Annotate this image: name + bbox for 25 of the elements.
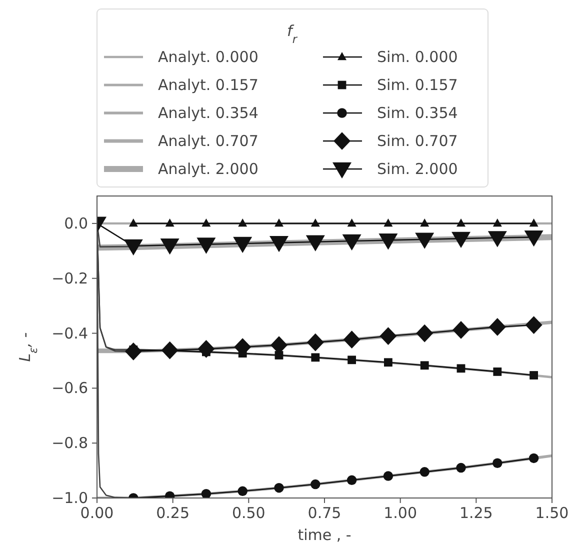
legend-label: Analyt. 0.157 <box>158 76 258 94</box>
y-tick-label: −0.6 <box>52 379 88 398</box>
legend-label: Sim. 0.354 <box>377 104 458 122</box>
legend-label: Analyt. 0.354 <box>158 104 258 122</box>
x-tick-label: 1.50 <box>535 504 569 522</box>
legend-label: Analyt. 0.000 <box>158 48 258 66</box>
x-tick-label: 0.25 <box>156 504 190 522</box>
x-tick-label: 1.00 <box>384 504 418 522</box>
legend-label: Sim. 2.000 <box>377 160 458 178</box>
legend-label: Sim. 0.157 <box>377 76 458 94</box>
legend-label: Analyt. 0.707 <box>158 132 258 150</box>
x-tick-label: 0.75 <box>308 504 342 522</box>
legend-label: Sim. 0.707 <box>377 132 458 150</box>
y-tick-label: −0.8 <box>52 434 88 452</box>
x-axis-title: time , - <box>298 526 352 544</box>
x-tick-label: 0.00 <box>80 504 114 522</box>
x-tick-label: 0.50 <box>232 504 266 522</box>
y-tick-label: −0.2 <box>52 269 88 288</box>
legend-title: f$_{r}$ <box>287 22 298 46</box>
legend-label: Analyt. 2.000 <box>158 160 258 178</box>
y-tick-label: −1.0 <box>52 489 88 507</box>
y-tick-label: −0.4 <box>52 324 88 342</box>
legend-label: Sim. 0.000 <box>377 48 458 66</box>
x-tick-label: 1.25 <box>459 504 493 522</box>
y-tick-label: 0.0 <box>64 214 88 232</box>
